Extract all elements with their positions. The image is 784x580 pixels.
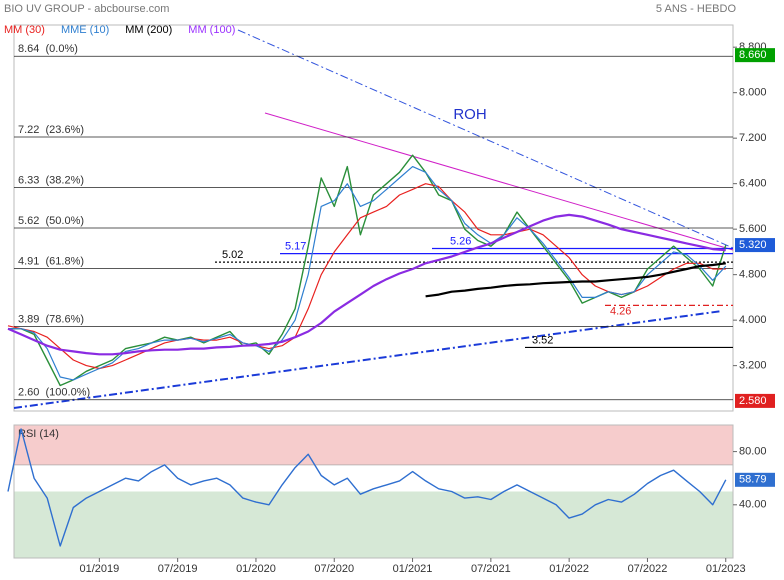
price-marker-label: 8.660 [739,49,767,61]
support-line [13,310,723,409]
x-tick-label: 01/2023 [706,563,746,575]
rsi-band [14,491,733,558]
level-label: 5.02 [222,249,243,261]
series-line [7,183,726,370]
level-label: 5.26 [450,235,471,247]
y-tick-label: 8.000 [739,87,767,99]
legend-entry: MM (100) [188,24,235,36]
rsi-title: RSI (14) [18,428,59,440]
x-tick-label: 07/2022 [628,563,668,575]
fib-label: 3.89 (78.6%) [18,313,84,325]
legend-entry: MM (30) [4,24,45,36]
trend-line [264,112,734,251]
x-tick-label: 07/2021 [471,563,511,575]
price-marker-label: 2.580 [739,395,767,407]
price-marker [735,393,775,408]
x-tick-label: 01/2020 [236,563,276,575]
series-line [7,213,726,356]
x-tick-label: 07/2020 [314,563,354,575]
annotation: ROH [453,106,486,123]
y-tick-label: 80.00 [739,446,767,458]
y-tick-label: 40.00 [739,499,767,511]
series-line [8,166,727,381]
series-line [7,428,727,547]
fib-label: 7.22 (23.6%) [18,124,84,136]
x-tick-label: 07/2019 [158,563,198,575]
series-line [425,262,726,298]
x-tick-label: 01/2019 [79,563,119,575]
chart-title: BIO UV GROUP - abcbourse.com [4,3,169,15]
level-label: 4.26 [610,305,631,317]
trend-line [237,29,734,249]
y-tick-label: 6.400 [739,178,767,190]
rsi-marker-label: 58.79 [739,474,767,486]
chart-subtitle: 5 ANS - HEBDO [656,3,737,15]
fib-label: 6.33 (38.2%) [18,175,84,187]
legend-entry: MM (200) [125,24,172,36]
fib-label: 4.91 (61.8%) [18,255,84,267]
level-label: 5.17 [285,241,306,253]
fib-label: 5.62 (50.0%) [18,215,84,227]
fib-label: 2.60 (100.0%) [18,387,90,399]
price-marker-label: 5.320 [739,239,767,251]
y-tick-label: 3.200 [739,360,767,372]
rsi-band [14,425,733,465]
price-marker [735,238,775,253]
legend-entry: MME (10) [61,24,109,36]
x-tick-label: 01/2021 [393,563,433,575]
y-tick-label: 7.200 [739,132,767,144]
rsi-marker [735,472,775,487]
y-tick-label: 4.800 [739,269,767,281]
series-line [8,154,727,387]
y-tick-label: 4.000 [739,314,767,326]
rsi-panel [13,424,734,559]
y-tick-label: 5.600 [739,223,767,235]
fib-label: 8.64 (0.0%) [18,43,78,55]
level-label: 3.52 [532,334,553,346]
x-tick-label: 01/2022 [549,563,589,575]
price-panel [13,24,734,412]
price-marker [735,48,775,63]
